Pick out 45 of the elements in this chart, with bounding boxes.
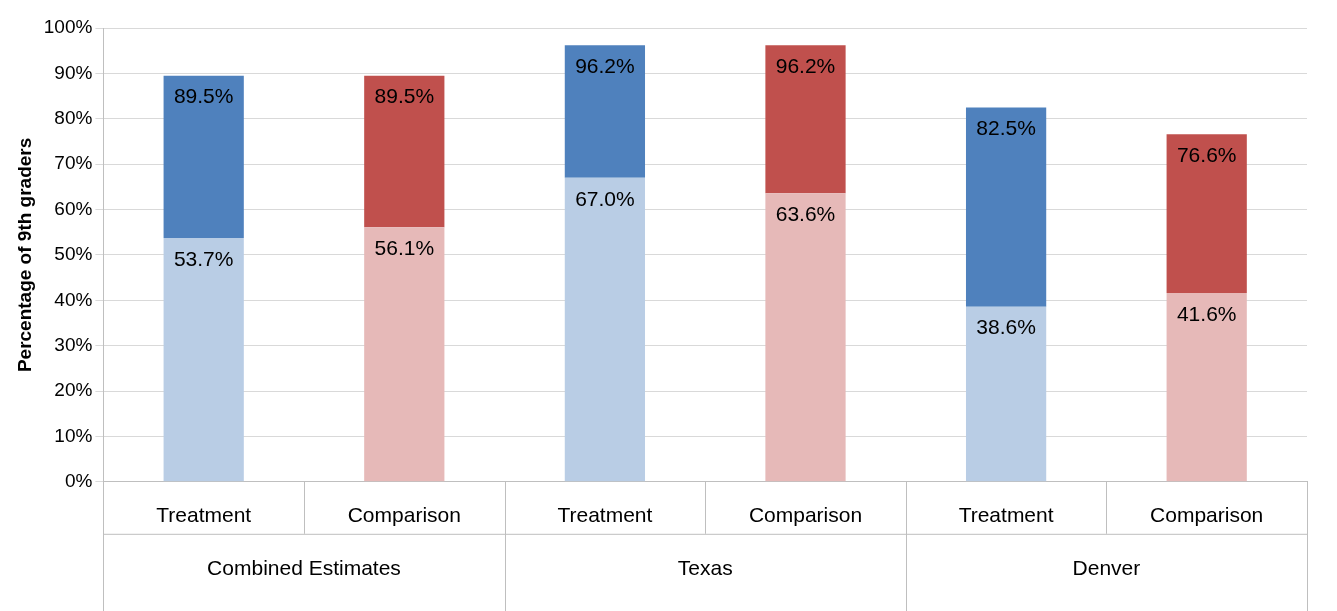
bar xyxy=(564,177,646,482)
total-label: 76.6% xyxy=(1176,142,1237,166)
x-tick-label: Comparison xyxy=(748,503,863,527)
x-tick-label: Treatment xyxy=(958,503,1054,527)
y-tick-label: 80% xyxy=(54,106,93,128)
data-label: 38.6% xyxy=(976,315,1036,339)
total-label: 82.5% xyxy=(976,116,1036,140)
bar xyxy=(163,238,244,482)
data-label: 53.7% xyxy=(173,246,234,270)
bar xyxy=(765,193,846,482)
y-tick-label: 60% xyxy=(54,197,93,219)
bar xyxy=(364,227,445,482)
y-tick-label: 70% xyxy=(54,152,93,174)
text: Combined Estimates xyxy=(207,555,401,579)
bar xyxy=(965,306,1047,482)
bar xyxy=(564,45,646,178)
bar xyxy=(364,75,445,228)
text: Texas xyxy=(677,555,733,579)
y-tick-label: 100% xyxy=(43,16,93,38)
x-tick-label: Treatment xyxy=(156,503,252,527)
y-axis-title: Percentage of 9th graders xyxy=(13,137,35,373)
y-tick-label: 10% xyxy=(54,424,93,446)
x-tick-label: Comparison xyxy=(1150,503,1264,527)
x-tick-label: Comparison xyxy=(347,503,461,527)
bar xyxy=(1166,293,1247,482)
bar xyxy=(1166,134,1247,294)
bar xyxy=(765,45,846,194)
total-label: 89.5% xyxy=(173,84,234,108)
x-tick-label: Treatment xyxy=(557,503,653,527)
y-tick-label: 0% xyxy=(64,470,93,492)
y-tick-label: 40% xyxy=(54,288,93,310)
total-label: 89.5% xyxy=(374,84,435,108)
y-tick-label: 20% xyxy=(54,379,93,401)
bar xyxy=(965,107,1047,307)
total-label: 96.2% xyxy=(775,54,836,78)
y-tick-label: 30% xyxy=(54,333,93,355)
text: Denver xyxy=(1072,555,1141,579)
data-label: 56.1% xyxy=(374,236,435,260)
data-label: 41.6% xyxy=(1176,301,1237,325)
data-label: 63.6% xyxy=(775,201,836,225)
y-tick-label: 50% xyxy=(54,243,93,265)
total-label: 96.2% xyxy=(575,54,635,78)
bar xyxy=(163,75,244,239)
data-label: 67.0% xyxy=(575,186,635,210)
y-tick-label: 90% xyxy=(54,61,93,83)
